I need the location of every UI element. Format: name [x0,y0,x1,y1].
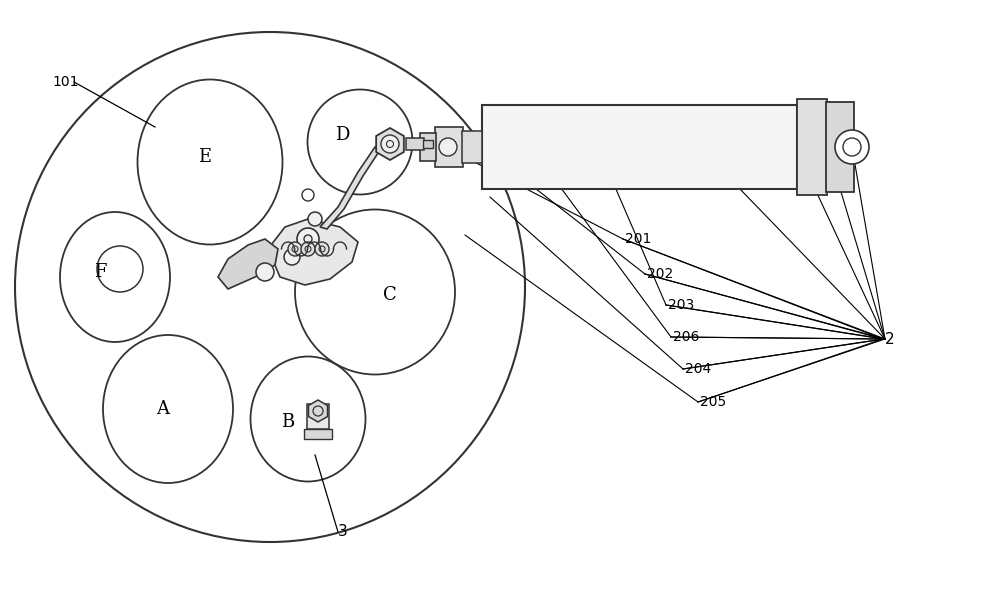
Text: B: B [281,413,295,431]
Circle shape [297,228,319,250]
Text: D: D [335,126,349,144]
Bar [482,105,797,189]
Circle shape [288,242,302,256]
Circle shape [284,249,300,265]
Text: 203: 203 [668,298,694,312]
Bar [420,133,436,161]
Polygon shape [218,239,278,289]
Bar [307,404,329,429]
Text: A: A [156,400,170,418]
Polygon shape [376,128,404,160]
Text: F: F [94,263,106,281]
Text: 205: 205 [700,395,726,409]
Circle shape [835,130,869,164]
Text: 3: 3 [338,525,348,540]
Bar [406,138,424,150]
Circle shape [315,242,329,256]
Text: 2: 2 [885,331,895,346]
Bar [435,127,463,167]
Bar [304,429,332,439]
Text: E: E [198,148,212,166]
Circle shape [301,242,315,256]
Text: 204: 204 [685,362,711,376]
Circle shape [439,138,457,156]
Polygon shape [308,400,328,422]
Text: 201: 201 [625,232,651,246]
Polygon shape [320,147,380,229]
Bar [462,131,482,163]
Circle shape [381,135,399,153]
Circle shape [256,263,274,281]
Bar [423,140,433,148]
Polygon shape [268,219,358,285]
Bar [826,102,854,192]
Text: C: C [383,286,397,304]
Text: 101: 101 [52,75,78,89]
Circle shape [308,212,322,226]
Bar [797,99,827,195]
Text: 206: 206 [673,330,699,344]
Text: 202: 202 [647,267,673,281]
Bar [434,143,435,151]
